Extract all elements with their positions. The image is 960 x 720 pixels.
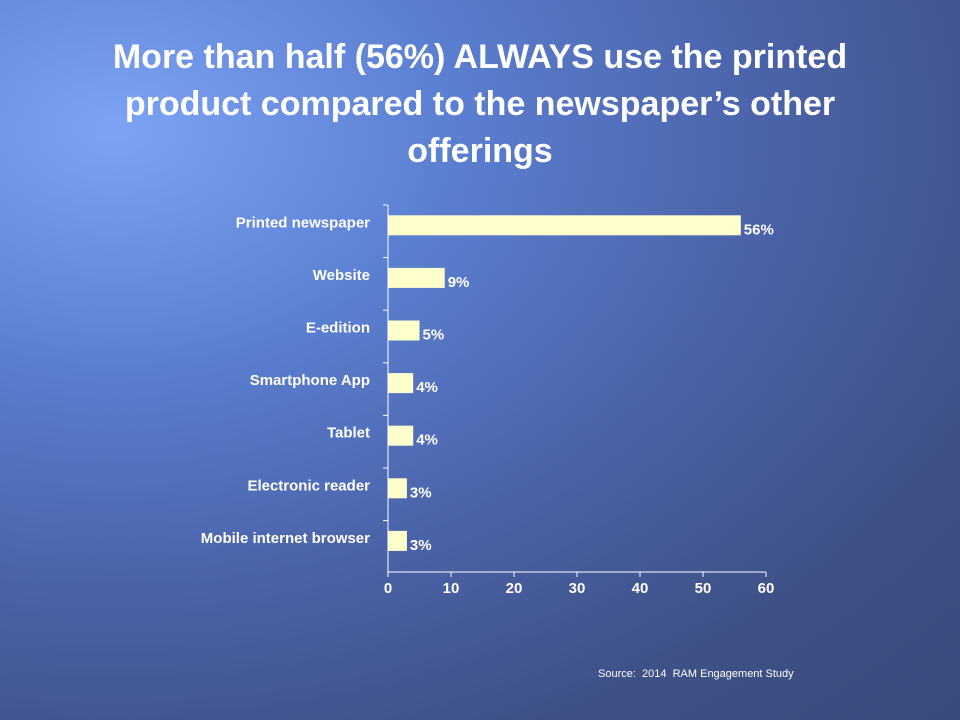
category-label: Printed newspaper bbox=[236, 214, 370, 231]
value-label: 5% bbox=[423, 326, 445, 343]
value-label: 4% bbox=[416, 432, 438, 449]
category-label: Mobile internet browser bbox=[201, 530, 370, 547]
x-tick-label: 0 bbox=[384, 580, 392, 597]
x-tick-label: 60 bbox=[758, 580, 775, 597]
bar bbox=[388, 320, 420, 341]
value-label: 9% bbox=[448, 274, 470, 291]
slide-title: More than half (56%) ALWAYS use the prin… bbox=[112, 38, 848, 170]
bar bbox=[388, 373, 414, 394]
category-label: Tablet bbox=[327, 425, 370, 442]
x-tick-label: 10 bbox=[443, 580, 460, 597]
source-note: Source: 2014 RAM Engagement Study bbox=[598, 668, 794, 680]
x-tick-label: 30 bbox=[569, 580, 586, 597]
value-label: 3% bbox=[410, 537, 432, 554]
value-label: 3% bbox=[410, 484, 432, 501]
category-label: E-edition bbox=[306, 319, 370, 336]
bar bbox=[388, 215, 741, 236]
value-label: 56% bbox=[744, 221, 774, 238]
x-tick-label: 50 bbox=[695, 580, 712, 597]
category-label: Website bbox=[313, 267, 370, 284]
x-tick-label: 40 bbox=[632, 580, 649, 597]
category-label: Electronic reader bbox=[247, 477, 370, 494]
category-label: Smartphone App bbox=[250, 372, 370, 389]
x-tick-label: 20 bbox=[506, 580, 523, 597]
bar bbox=[388, 530, 407, 551]
bar bbox=[388, 478, 407, 499]
value-label: 4% bbox=[416, 379, 438, 396]
bar bbox=[388, 267, 445, 288]
bar bbox=[388, 425, 414, 446]
